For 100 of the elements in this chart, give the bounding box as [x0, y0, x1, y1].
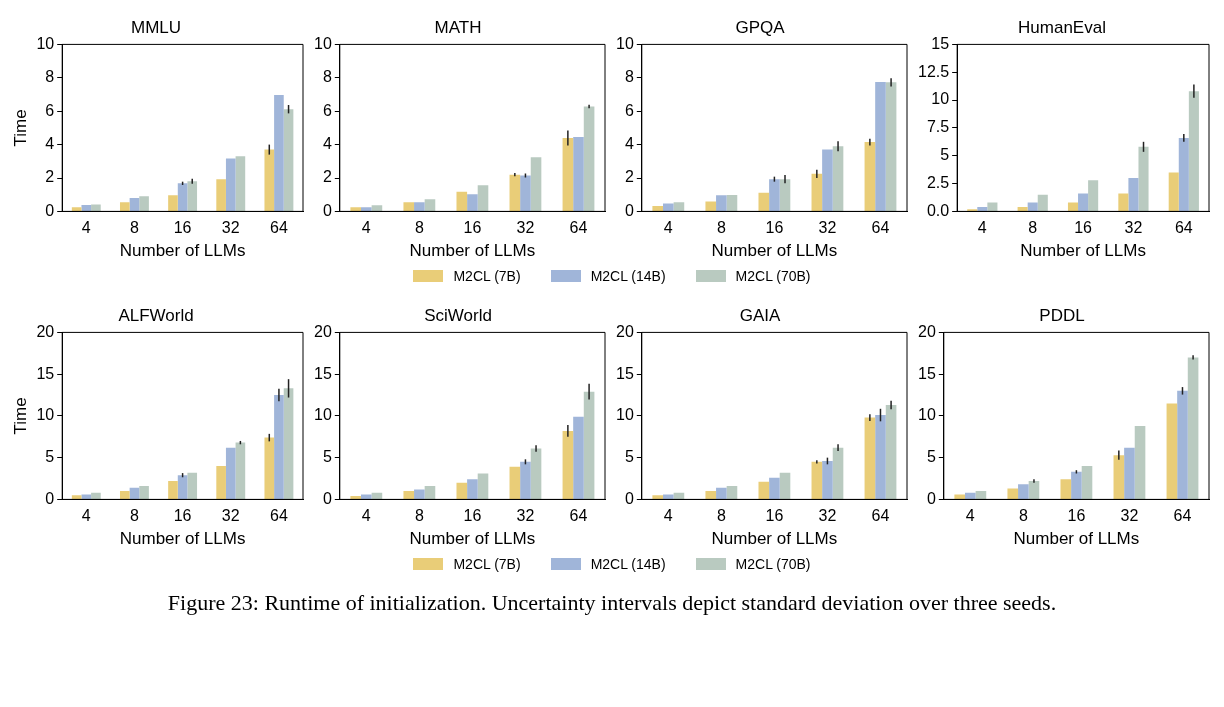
bar	[225, 158, 236, 211]
y-tick-label: 5	[926, 448, 936, 466]
chart-title: HumanEval	[1018, 17, 1106, 37]
bar	[705, 491, 717, 499]
bar	[274, 395, 284, 499]
x-tick-label: 4	[361, 219, 371, 237]
bar	[424, 199, 436, 211]
bar	[177, 183, 188, 211]
chart-title: MMLU	[130, 17, 182, 37]
bar	[1134, 425, 1146, 499]
bar	[530, 157, 542, 211]
bar	[225, 447, 236, 499]
legend-label: M2CL (70B)	[735, 556, 811, 572]
bar	[1177, 390, 1188, 499]
x-tick-label: 16	[765, 219, 784, 237]
bar	[663, 203, 674, 211]
bar	[456, 191, 468, 211]
bar	[811, 173, 823, 211]
bar	[663, 494, 674, 499]
bar	[705, 201, 717, 211]
bar	[975, 491, 987, 499]
y-tick-label: 0	[322, 489, 332, 507]
bar	[954, 494, 966, 499]
bar	[864, 417, 876, 499]
x-tick-label: 16	[765, 507, 784, 525]
bar	[509, 466, 521, 499]
x-tick-label: 64	[871, 507, 890, 525]
x-tick-label: 8	[716, 507, 726, 525]
y-tick-label: 20	[616, 322, 634, 340]
x-tick-label: 32	[516, 219, 535, 237]
bar	[216, 466, 226, 499]
x-tick-label: 8	[1018, 507, 1028, 525]
bar	[779, 179, 791, 211]
bar	[81, 494, 92, 499]
x-tick-label: 16	[1074, 219, 1093, 237]
y-tick-label: 10	[616, 406, 634, 424]
y-tick-label: 2	[45, 168, 55, 186]
bar	[187, 472, 198, 499]
bar	[965, 492, 976, 499]
bar	[1078, 193, 1089, 211]
bar	[350, 207, 362, 211]
bar	[283, 388, 294, 499]
x-tick-label: 8	[716, 219, 726, 237]
y-tick-label: 0	[45, 201, 55, 219]
bar	[1128, 178, 1139, 211]
chart-title: PDDL	[1039, 305, 1085, 325]
bar	[509, 174, 521, 211]
chart-title: SciWorld	[424, 305, 492, 325]
y-tick-label: 5	[45, 448, 55, 466]
bar	[758, 481, 770, 499]
bar	[573, 416, 584, 499]
x-axis-title: Number of LLMs	[1013, 529, 1140, 549]
bar	[1178, 137, 1189, 211]
y-tick-label: 15	[616, 364, 634, 382]
y-tick-label: 4	[45, 135, 55, 153]
bar	[1166, 403, 1178, 499]
bar	[832, 447, 844, 499]
x-tick-label: 32	[1124, 219, 1143, 237]
bar	[139, 486, 149, 499]
bar	[1168, 172, 1179, 211]
y-tick-label: 5	[940, 146, 950, 164]
bar	[424, 486, 436, 499]
x-tick-label: 4	[965, 507, 975, 525]
bar	[119, 491, 130, 499]
y-tick-label: 5	[624, 448, 634, 466]
x-tick-label: 4	[977, 219, 987, 237]
bar	[811, 461, 823, 499]
bar	[1113, 455, 1125, 499]
x-axis-title: Number of LLMs	[119, 529, 246, 549]
bar	[987, 202, 998, 211]
x-axis-title: Number of LLMs	[409, 241, 536, 261]
legend-label: M2CL (14B)	[590, 268, 666, 284]
x-axis-title: Number of LLMs	[409, 529, 536, 549]
y-axis-title: Time	[10, 397, 30, 435]
bar	[1060, 479, 1072, 499]
y-tick-label: 10	[36, 34, 55, 52]
x-tick-label: 8	[1028, 219, 1038, 237]
y-tick-label: 0	[624, 489, 634, 507]
y-tick-label: 10	[918, 406, 936, 424]
caption: Figure 23: Runtime of initialization. Uncertainty intervals depict standard deviation over three seeds.	[166, 590, 1058, 616]
x-tick-label: 64	[270, 507, 288, 525]
y-tick-label: 4	[624, 135, 634, 153]
bar	[520, 461, 531, 499]
bar	[583, 106, 595, 211]
bar	[467, 194, 478, 211]
y-tick-label: 0	[45, 489, 55, 507]
chart-title: GAIA	[739, 305, 781, 325]
bar	[235, 442, 246, 499]
bar	[264, 437, 275, 499]
y-tick-label: 0	[926, 489, 936, 507]
bar	[467, 479, 478, 499]
y-tick-label: 5	[322, 448, 332, 466]
bar	[769, 477, 780, 499]
bar	[371, 492, 383, 499]
y-tick-label: 15	[36, 364, 55, 382]
bar	[726, 195, 738, 211]
bar	[1118, 193, 1129, 211]
x-tick-label: 8	[129, 507, 139, 525]
x-tick-label: 64	[1173, 507, 1192, 525]
bar	[652, 495, 664, 499]
